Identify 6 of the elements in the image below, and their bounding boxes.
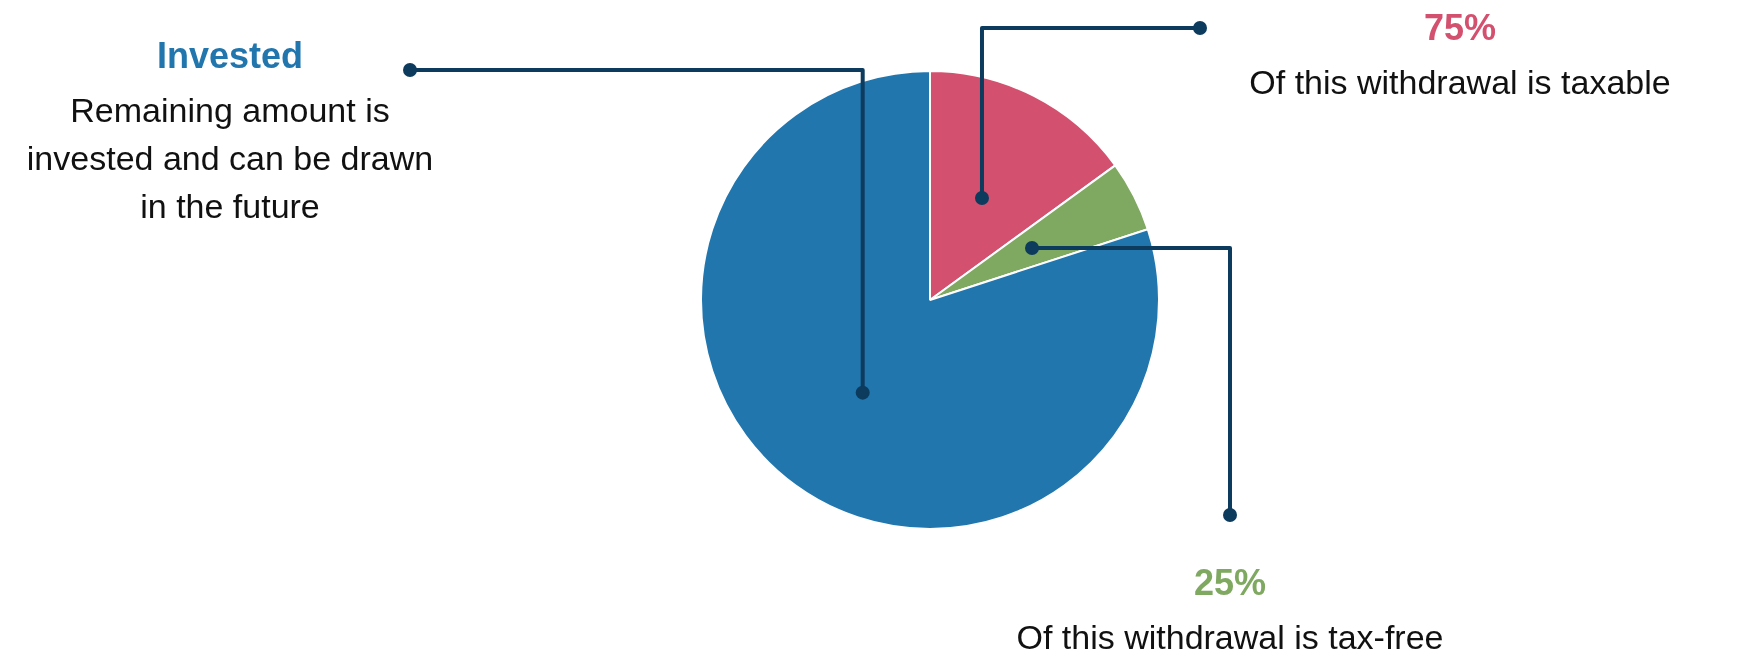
text: Invested: [156, 34, 304, 76]
text: 75%: [1423, 6, 1497, 48]
text: Of this withdrawal is taxable: [1249, 63, 1671, 102]
text: 25%: [1193, 561, 1267, 603]
text: Remaining amount is invested and can be drawn in the future: [26, 91, 434, 226]
text: Of this withdrawal is tax-free: [1016, 618, 1444, 657]
